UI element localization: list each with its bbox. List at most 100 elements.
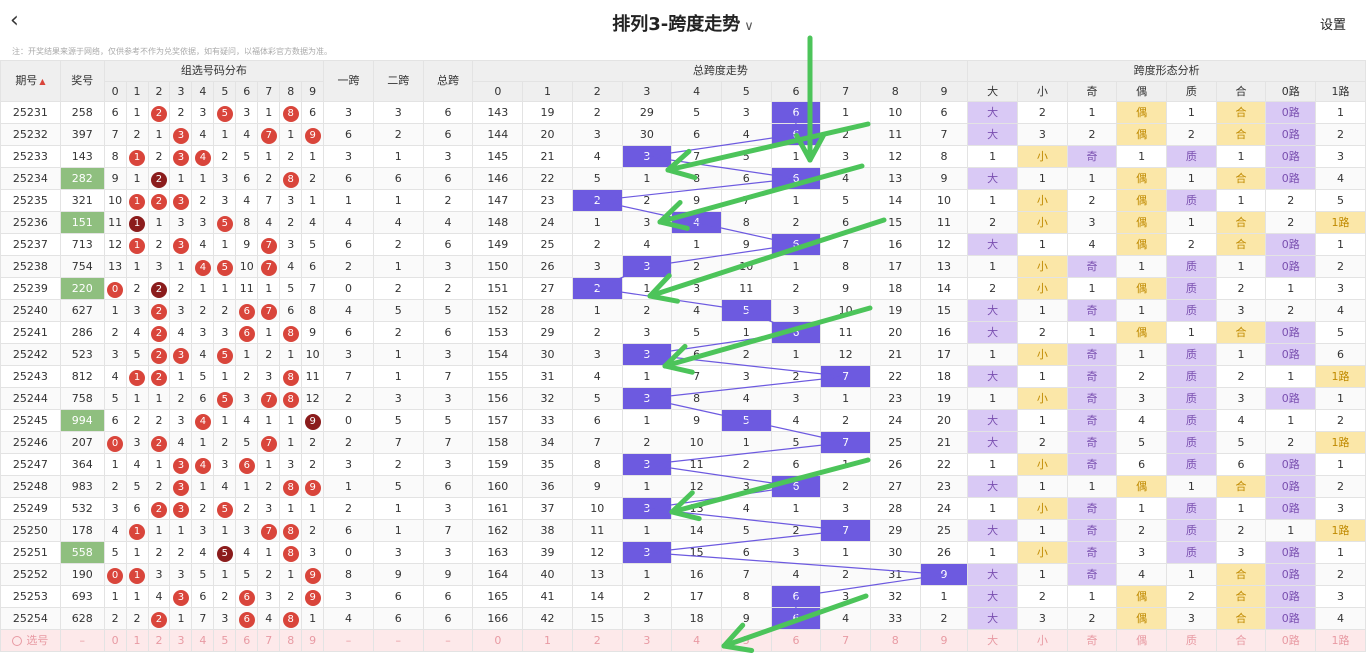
dist-cell: 2 bbox=[191, 189, 215, 212]
trend-cell: 18 bbox=[869, 277, 921, 300]
trend-cell: 3 bbox=[770, 387, 822, 410]
hit-ball: 8 bbox=[282, 524, 299, 540]
dist-cell: 12 bbox=[103, 233, 127, 256]
select-digit-cell[interactable]: 4 bbox=[191, 629, 215, 652]
trend-cell: 11 bbox=[720, 277, 772, 300]
trend-cell: 157 bbox=[472, 409, 524, 432]
select-digit-cell[interactable]: 1 bbox=[125, 629, 149, 652]
shape-cell: 1 bbox=[1215, 497, 1267, 520]
award-cell: 812 bbox=[59, 365, 105, 388]
dist-cell: 4 bbox=[191, 233, 215, 256]
issue-cell: 25238 bbox=[0, 255, 61, 278]
shape-cell: 偶 bbox=[1116, 233, 1168, 256]
shape-cell: 小 bbox=[1017, 497, 1068, 520]
select-trend-cell[interactable]: 8 bbox=[869, 629, 921, 652]
shape-cell: 合 bbox=[1215, 475, 1267, 498]
hit-ball: 7 bbox=[260, 238, 277, 254]
dist-cell: 3 bbox=[191, 101, 215, 124]
trend-hit-cell: 2 bbox=[571, 277, 623, 300]
dist-cell: 2 bbox=[147, 277, 171, 300]
trend-cell: 2 bbox=[720, 343, 772, 366]
span2-cell: 2 bbox=[372, 233, 424, 256]
select-digit-cell[interactable]: 0 bbox=[103, 629, 127, 652]
dist-cell: 4 bbox=[169, 321, 193, 344]
dist-cell: 1 bbox=[125, 387, 149, 410]
dist-digit-header: 7 bbox=[257, 81, 281, 102]
trend-cell: 2 bbox=[820, 563, 871, 586]
select-shape-cell[interactable]: 小 bbox=[1017, 629, 1068, 652]
trend-cell: 152 bbox=[472, 299, 524, 322]
select-shape-cell[interactable]: 大 bbox=[967, 629, 1018, 652]
hit-ball: 4 bbox=[194, 458, 211, 474]
chevron-down-icon[interactable]: ∨ bbox=[744, 19, 754, 34]
dist-cell: 2 bbox=[147, 475, 171, 498]
total-span-cell: 3 bbox=[422, 145, 474, 168]
select-digit-cell[interactable]: 7 bbox=[257, 629, 281, 652]
select-trend-cell[interactable]: 0 bbox=[472, 629, 524, 652]
award-cell: 628 bbox=[59, 607, 105, 630]
hit-ball: 7 bbox=[260, 260, 277, 276]
select-trend-cell[interactable]: 5 bbox=[720, 629, 772, 652]
table-row: 25239 220 0 2 2 2 1 1 11 1 5 7 0 2 2 151 27 2 1 3 11 2 9 18 14 2 小… bbox=[0, 277, 1366, 300]
select-digit-cell[interactable]: 3 bbox=[169, 629, 193, 652]
trend-cell: 15 bbox=[919, 299, 969, 322]
select-row[interactable]: 选号 –0 1 2 3 4 5 6 7 8 9– – –0 1 2 3 4 5 6 7 8 9 大小奇偶质合 0路 1路 bbox=[0, 629, 1366, 652]
shape-header: 跨度形态分析 bbox=[967, 60, 1366, 82]
trend-cell: 14 bbox=[671, 519, 722, 542]
trend-cell: 1 bbox=[621, 563, 673, 586]
select-digit-cell[interactable]: 8 bbox=[279, 629, 303, 652]
shape-col-header: 偶 bbox=[1116, 81, 1168, 102]
trend-cell: 33 bbox=[522, 409, 573, 432]
trend-cell: 26 bbox=[522, 255, 573, 278]
select-shape-cell[interactable]: 质 bbox=[1166, 629, 1217, 652]
select-digit-cell[interactable]: 6 bbox=[235, 629, 259, 652]
dist-cell: 6 bbox=[235, 453, 259, 476]
select-trend-cell[interactable]: 9 bbox=[919, 629, 969, 652]
shape-cell: 奇 bbox=[1066, 453, 1118, 476]
select-shape-cell[interactable]: 奇 bbox=[1066, 629, 1118, 652]
settings-button[interactable]: 设置 bbox=[1319, 18, 1346, 33]
dist-cell: 4 bbox=[191, 123, 215, 146]
select-shape-cell[interactable]: 偶 bbox=[1116, 629, 1168, 652]
shape-cell: 0路 bbox=[1265, 321, 1317, 344]
trend-cell: 20 bbox=[869, 321, 921, 344]
dist-cell: 3 bbox=[103, 343, 127, 366]
select-digit-cell[interactable]: 2 bbox=[147, 629, 171, 652]
dist-cell: 8 bbox=[235, 211, 259, 234]
shape-cell: 1 bbox=[1116, 145, 1168, 168]
shape-cell: 2 bbox=[1017, 101, 1068, 124]
select-trend-cell[interactable]: 1 bbox=[522, 629, 573, 652]
select-dash-cell: – bbox=[372, 629, 424, 652]
hit-ball: 5 bbox=[216, 106, 233, 122]
select-shape-cell[interactable]: 0路 bbox=[1265, 629, 1317, 652]
select-trend-cell[interactable]: 7 bbox=[820, 629, 871, 652]
select-trend-cell[interactable]: 2 bbox=[571, 629, 623, 652]
back-chevron-icon[interactable]: ‹ bbox=[10, 8, 19, 33]
trend-cell: 2 bbox=[571, 101, 623, 124]
trend-cell: 3 bbox=[571, 123, 623, 146]
sort-icon[interactable]: ▲ bbox=[39, 76, 46, 86]
trend-cell: 1 bbox=[820, 101, 871, 124]
issue-header[interactable]: 期号 ▲ bbox=[0, 60, 61, 102]
trend-cell: 2 bbox=[671, 255, 722, 278]
trend-cell: 4 bbox=[770, 409, 822, 432]
select-trend-cell[interactable]: 6 bbox=[770, 629, 822, 652]
trend-cell: 1 bbox=[571, 299, 623, 322]
select-digit-cell[interactable]: 9 bbox=[301, 629, 325, 652]
select-trend-cell[interactable]: 3 bbox=[621, 629, 673, 652]
dist-cell: 3 bbox=[147, 563, 171, 586]
select-digit-cell[interactable]: 5 bbox=[213, 629, 237, 652]
select-trend-cell[interactable]: 4 bbox=[671, 629, 722, 652]
dist-cell: 1 bbox=[301, 189, 325, 212]
span1-cell: 1 bbox=[323, 475, 374, 498]
page-title[interactable]: 排列3-跨度走势 ∨ bbox=[612, 14, 754, 35]
shape-cell: 质 bbox=[1166, 431, 1217, 454]
select-shape-cell[interactable]: 合 bbox=[1215, 629, 1267, 652]
select-shape-cell[interactable]: 1路 bbox=[1315, 629, 1366, 652]
trend-cell: 2 bbox=[770, 365, 822, 388]
radio-icon[interactable] bbox=[12, 636, 23, 646]
dist-cell: 1 bbox=[191, 431, 215, 454]
shape-cell: 0路 bbox=[1265, 255, 1317, 278]
trend-hit-cell: 7 bbox=[820, 431, 871, 454]
trend-digit-header: 6 bbox=[770, 81, 822, 102]
